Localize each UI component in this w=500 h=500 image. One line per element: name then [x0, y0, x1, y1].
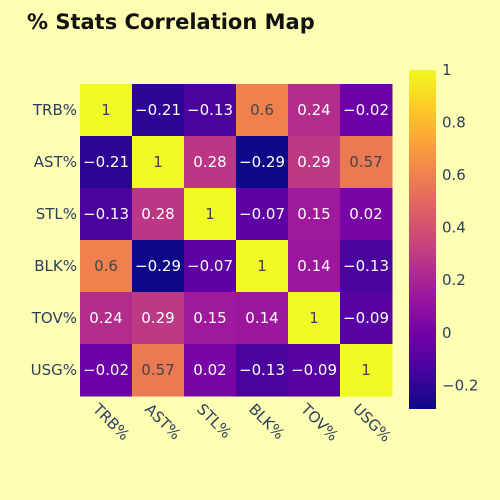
heatmap-cell [340, 344, 393, 397]
colorbar-tick-label: 0.6 [442, 166, 466, 184]
heatmap-cell-label: 0.15 [297, 205, 330, 223]
heatmap-cell [340, 292, 393, 345]
heatmap-cell-labels: 1 −0.21 −0.13 0.6 0.24 −0.02 −0.21 1 0.28 −0.29 0.… [83, 101, 389, 379]
heatmap-cell-label: −0.07 [239, 205, 285, 223]
heatmap-cell [340, 240, 393, 293]
heatmap-cell [288, 240, 341, 293]
colorbar-tick-label: 1 [442, 61, 452, 79]
heatmap-cell [288, 84, 341, 137]
heatmap-cell [80, 188, 133, 241]
heatmap-cell-label: −0.13 [83, 205, 129, 223]
heatmap-cell-label: 0.28 [141, 205, 174, 223]
heatmap-cell [184, 136, 237, 189]
heatmap-cell [236, 344, 289, 397]
heatmap-cell-label: −0.02 [343, 101, 389, 119]
heatmap-cell [236, 240, 289, 293]
heatmap-cell [184, 188, 237, 241]
heatmap-cell [132, 136, 185, 189]
heatmap-cell-label: 1 [101, 101, 111, 119]
heatmap-cell-label: 0.6 [94, 257, 118, 275]
colorbar-tick-label: −0.2 [442, 376, 478, 394]
heatmap-cell [184, 344, 237, 397]
y-tick-label: TRB% [32, 101, 77, 119]
heatmap-cell [236, 188, 289, 241]
y-tick-label: STL% [36, 205, 77, 223]
y-tick-label: AST% [34, 153, 77, 171]
heatmap-cell-label: 0.24 [89, 309, 122, 327]
heatmap-cell [288, 292, 341, 345]
heatmap-cell-label: −0.29 [239, 153, 285, 171]
heatmap-cell [80, 292, 133, 345]
heatmap-cell [236, 292, 289, 345]
x-tick-label: TRB% [88, 399, 133, 444]
x-tick-label: USG% [349, 400, 395, 446]
heatmap-cell-label: 0.15 [193, 309, 226, 327]
colorbar-tick-label: 0.2 [442, 271, 466, 289]
heatmap-cell [132, 84, 185, 137]
heatmap-cell-label: −0.09 [291, 361, 337, 379]
heatmap-cell-label: 1 [153, 153, 163, 171]
heatmap-cell-label: 0.02 [193, 361, 226, 379]
heatmap-cell [132, 188, 185, 241]
x-axis-ticks: TRB% AST% STL% BLK% TOV% USG% [88, 399, 394, 445]
heatmap-cell [236, 84, 289, 137]
heatmap-cell-label: 1 [309, 309, 319, 327]
heatmap-cell [80, 136, 133, 189]
heatmap-cell [184, 292, 237, 345]
colorbar-tick-label: 0 [442, 324, 452, 342]
heatmap-cell-label: 0.57 [141, 361, 174, 379]
heatmap-cell [80, 84, 133, 137]
heatmap-cell-label: 1 [361, 361, 371, 379]
x-tick-label: AST% [141, 400, 184, 443]
heatmap-cell-label: −0.07 [187, 257, 233, 275]
y-tick-label: BLK% [34, 257, 77, 275]
heatmap-cell [288, 188, 341, 241]
heatmap-cells [80, 84, 393, 397]
heatmap-cell [340, 136, 393, 189]
heatmap-cell [340, 84, 393, 137]
heatmap-cell-label: 0.28 [193, 153, 226, 171]
heatmap-cell-label: 0.14 [245, 309, 278, 327]
x-tick-label: STL% [193, 400, 235, 442]
heatmap-cell [288, 344, 341, 397]
heatmap-cell-label: −0.13 [343, 257, 389, 275]
heatmap-cell [132, 344, 185, 397]
heatmap-cell-label: −0.21 [135, 101, 181, 119]
heatmap-cell-label: 0.29 [297, 153, 330, 171]
heatmap-cell [80, 344, 133, 397]
heatmap-cell-label: −0.21 [83, 153, 129, 171]
heatmap-cell-label: 0.29 [141, 309, 174, 327]
heatmap-cell-label: 1 [257, 257, 267, 275]
colorbar [409, 70, 436, 409]
heatmap-cell-label: 1 [205, 205, 215, 223]
heatmap-cell-label: −0.29 [135, 257, 181, 275]
chart-title: % Stats Correlation Map [27, 10, 315, 34]
heatmap-cell-label: 0.24 [297, 101, 330, 119]
y-tick-label: TOV% [31, 309, 77, 327]
heatmap-cell [80, 240, 133, 293]
heatmap-cell-label: −0.13 [239, 361, 285, 379]
x-tick-label: TOV% [296, 399, 341, 444]
x-tick-label: BLK% [245, 400, 288, 443]
heatmap-cell [236, 136, 289, 189]
heatmap-cell [184, 84, 237, 137]
heatmap-cell [184, 240, 237, 293]
colorbar-ticks: 1 0.8 0.6 0.4 0.2 0 −0.2 [442, 61, 478, 394]
heatmap-cell [288, 136, 341, 189]
heatmap-cell-label: 0.14 [297, 257, 330, 275]
heatmap-cell-label: −0.02 [83, 361, 129, 379]
heatmap-cell-label: −0.09 [343, 309, 389, 327]
colorbar-tick-label: 0.4 [442, 219, 466, 237]
heatmap-cell-label: 0.57 [349, 153, 382, 171]
colorbar-tick-label: 0.8 [442, 114, 466, 132]
heatmap-cell [132, 240, 185, 293]
heatmap-cell-label: −0.13 [187, 101, 233, 119]
heatmap-cell-label: 0.6 [250, 101, 274, 119]
y-tick-label: USG% [31, 361, 77, 379]
heatmap-cell [132, 292, 185, 345]
heatmap-cell [340, 188, 393, 241]
y-axis-ticks: TRB% AST% STL% BLK% TOV% USG% [31, 101, 77, 379]
heatmap-cell-label: 0.02 [349, 205, 382, 223]
